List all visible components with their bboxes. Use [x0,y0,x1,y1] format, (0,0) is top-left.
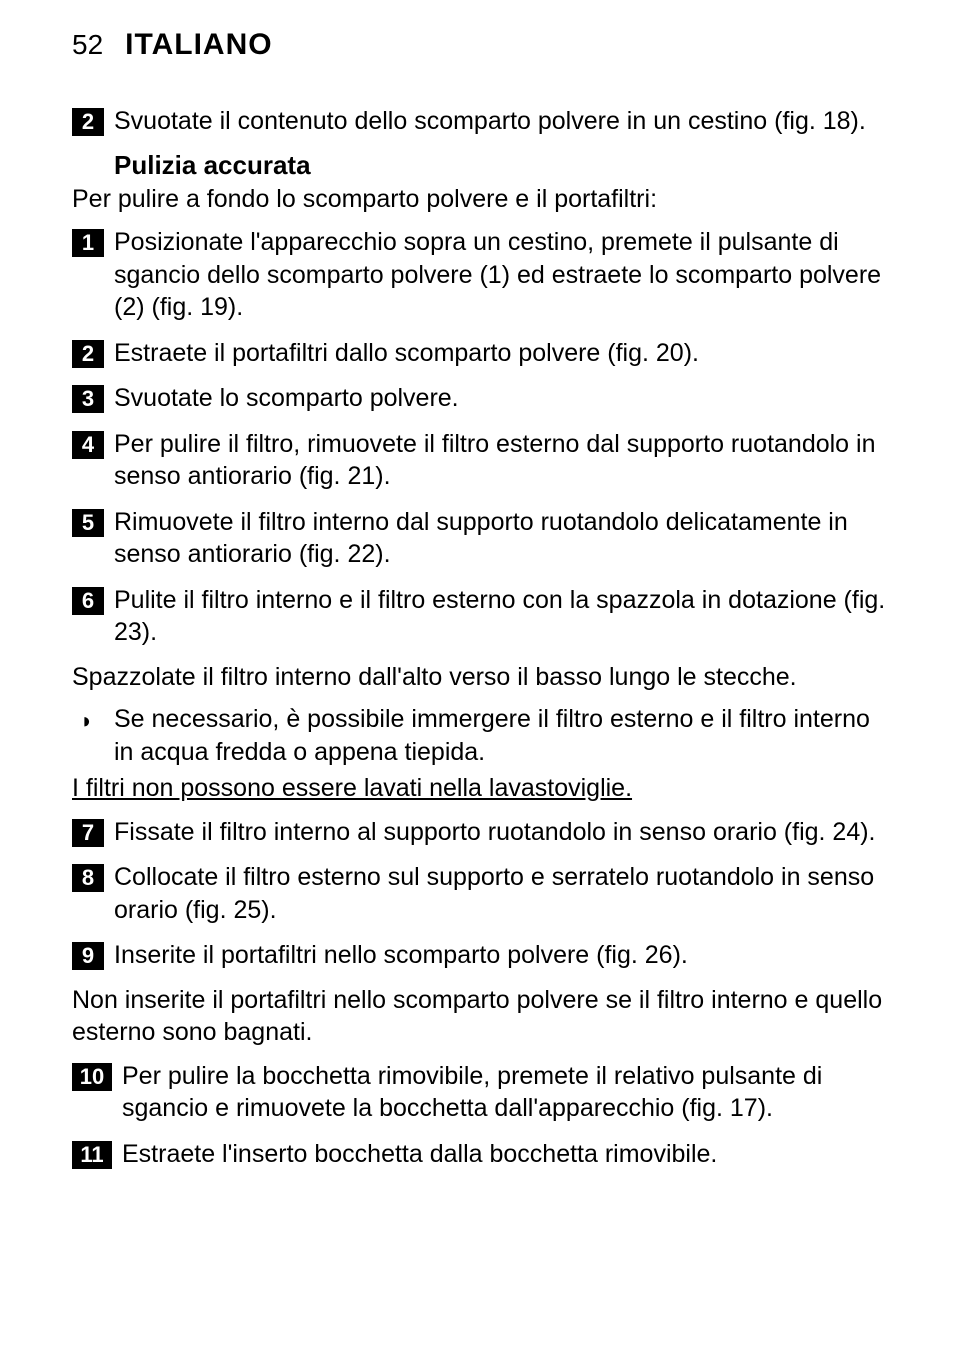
step-item: 11 Estraete l'inserto bocchetta dalla boc… [72,1137,896,1171]
step-text: Per pulire il filtro, rimuovete il filtr… [114,427,896,493]
bullet-icon: ◗ [72,703,114,734]
step-text: Svuotate il contenuto dello scomparto po… [114,104,866,138]
step-text: Svuotate lo scomparto polvere. [114,381,459,415]
bullet-item: ◗Se necessario, è possibile immergere il… [72,703,896,768]
body-text: Spazzolate il filtro interno dall'alto v… [72,661,896,694]
step-item: 2 Svuotate il contenuto dello scomparto p… [72,104,896,138]
page-content: 2 Svuotate il contenuto dello scomparto p… [72,104,896,1170]
bullet-text: Se necessario, è possibile immergere il … [114,703,896,768]
body-text-underlined: I filtri non possono essere lavati nella… [72,772,896,805]
step-text: Collocate il filtro esterno sul supporto… [114,860,896,926]
step-text: Pulite il filtro interno e il filtro est… [114,583,896,649]
step-item: 3 Svuotate lo scomparto polvere. [72,381,896,415]
step-number-badge: 10 [72,1063,112,1091]
step-item: 7 Fissate il filtro interno al supporto r… [72,815,896,849]
subheading: Pulizia accurata [114,150,896,181]
step-text: Fissate il filtro interno al supporto ru… [114,815,876,849]
step-item: 9 Inserite il portafiltri nello scomparto… [72,938,896,972]
step-number-badge: 9 [72,942,104,970]
step-number-badge: 8 [72,864,104,892]
step-item: 8 Collocate il filtro esterno sul support… [72,860,896,926]
step-number-badge: 7 [72,819,104,847]
step-text: Rimuovete il filtro interno dal supporto… [114,505,896,571]
step-item: 1 Posizionate l'apparecchio sopra un cest… [72,225,896,324]
step-text: Estraete il portafiltri dallo scomparto … [114,336,699,370]
body-text: Per pulire a fondo lo scomparto polvere … [72,183,896,216]
page-header: 52 ITALIANO [72,28,896,62]
step-number-badge: 2 [72,340,104,368]
step-number-badge: 5 [72,509,104,537]
step-text: Posizionate l'apparecchio sopra un cesti… [114,225,896,324]
step-item: 10 Per pulire la bocchetta rimovibile, pr… [72,1059,896,1125]
step-item: 2 Estraete il portafiltri dallo scomparto… [72,336,896,370]
body-text: Non inserite il portafiltri nello scompa… [72,984,896,1049]
step-number-badge: 1 [72,229,104,257]
step-number-badge: 4 [72,431,104,459]
step-item: 4 Per pulire il filtro, rimuovete il filt… [72,427,896,493]
language-title: ITALIANO [125,28,272,62]
step-number-badge: 11 [72,1141,112,1169]
step-text: Estraete l'inserto bocchetta dalla bocch… [122,1137,717,1171]
page-number: 52 [72,29,103,61]
step-number-badge: 3 [72,385,104,413]
step-item: 5 Rimuovete il filtro interno dal support… [72,505,896,571]
step-number-badge: 2 [72,108,104,136]
step-text: Inserite il portafiltri nello scomparto … [114,938,688,972]
step-number-badge: 6 [72,587,104,615]
step-text: Per pulire la bocchetta rimovibile, prem… [122,1059,896,1125]
step-item: 6 Pulite il filtro interno e il filtro es… [72,583,896,649]
